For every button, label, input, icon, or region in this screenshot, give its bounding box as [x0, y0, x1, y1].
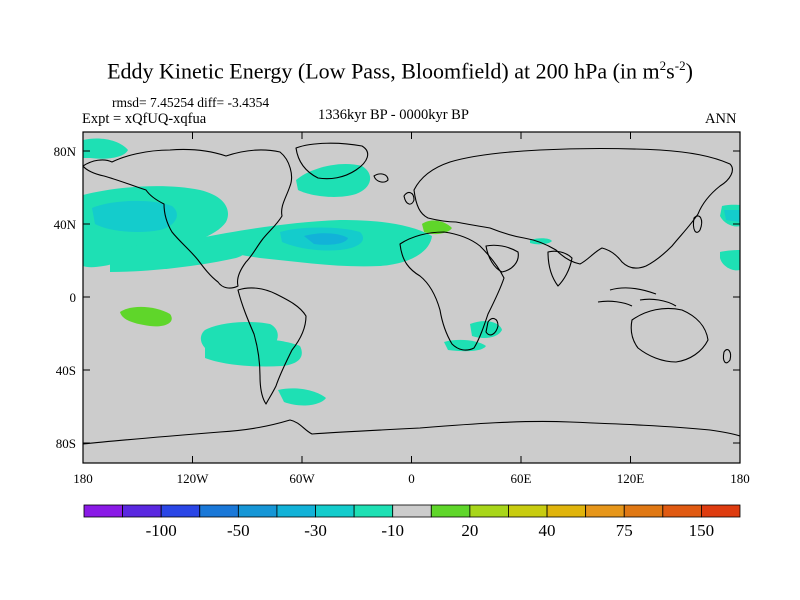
colorbar-box: [276, 504, 316, 518]
indonesia-coast: [597, 287, 677, 307]
coastlines: [82, 142, 741, 445]
new-zealand-coast: [722, 349, 732, 364]
eurasia-coast: [413, 147, 733, 269]
australia-coast: [630, 307, 709, 363]
colorbar-box: [430, 504, 471, 518]
colorbar-label: 75: [616, 521, 633, 540]
colorbar-box: [160, 504, 201, 518]
greenland-coast: [295, 142, 369, 180]
colorbar-box: [199, 504, 239, 518]
lat-label-eq: 0: [70, 290, 77, 305]
map-title: Eddy Kinetic Energy (Low Pass, Bloomfiel…: [107, 58, 693, 84]
lon-label-60w: 60W: [289, 471, 315, 486]
atlantic-blue-core: [304, 233, 348, 245]
colorbar-box: [315, 504, 355, 518]
colorbar: -100 -50 -30 -10 20 40 75 150: [83, 504, 741, 540]
colorbar-box: [237, 504, 278, 518]
central-pacific-band: [110, 238, 247, 272]
india-coast: [547, 250, 573, 287]
colorbar-box: [353, 504, 394, 518]
strong-negative-regions: [304, 233, 348, 245]
lon-label-0: 0: [408, 471, 415, 486]
colorbar-label: -100: [146, 521, 177, 540]
colorbar-label: 20: [461, 521, 478, 540]
colorbar-box: [392, 504, 432, 518]
lon-ticks: [82, 132, 741, 463]
colorbar-box: [701, 504, 741, 518]
colorbar-box: [546, 504, 587, 518]
positive-regions: [120, 220, 452, 327]
colorbar-label: 150: [689, 521, 715, 540]
period-label: 1336kyr BP - 0000kyr BP: [318, 107, 469, 123]
lat-label-40n: 40N: [54, 217, 77, 232]
lat-label-80s: 80S: [56, 436, 76, 451]
north-america-coast: [82, 148, 293, 289]
colorbar-box: [662, 504, 702, 518]
tropical-pacific-positive: [120, 306, 172, 327]
antarctica-coast: [82, 419, 741, 445]
africa-coast: [399, 231, 505, 351]
colorbar-box: [122, 504, 162, 518]
colorbar-box: [623, 504, 664, 518]
season-label: ANN: [705, 111, 737, 127]
south-africa-patch: [444, 339, 486, 352]
drake-passage-patch: [278, 388, 326, 406]
west-pacific-core: [724, 210, 740, 222]
arabia-coast: [485, 244, 519, 273]
east-pacific-patch: [720, 250, 740, 271]
colorbar-box: [585, 504, 625, 518]
colorbar-box: [469, 504, 509, 518]
iceland-coast: [373, 173, 389, 183]
lon-label-120w: 120W: [177, 471, 210, 486]
lat-label-40s: 40S: [56, 363, 76, 378]
arabian-patch: [530, 238, 552, 245]
lon-label-180w: 180: [73, 471, 93, 486]
south-atlantic-band: [205, 338, 302, 367]
experiment-label: Expt = xQfUQ-xqfua: [82, 111, 207, 127]
uk-coast: [403, 191, 415, 205]
pacific-russia-patch: [83, 138, 128, 159]
colorbar-box: [83, 504, 123, 518]
colorbar-label: -10: [381, 521, 404, 540]
mediterranean-positive: [422, 220, 452, 235]
colorbar-label: -50: [227, 521, 250, 540]
lat-label-80n: 80N: [54, 144, 77, 159]
colorbar-label: -30: [304, 521, 327, 540]
north-pacific-core: [92, 200, 177, 232]
madagascar-coast: [485, 317, 499, 336]
map-background: [83, 132, 740, 463]
stats-text: rmsd= 7.45254 diff= -3.4354: [112, 95, 270, 110]
south-america-coast: [237, 287, 307, 405]
lat-ticks: [83, 150, 740, 444]
japan-coast: [692, 215, 703, 233]
lon-label-60e: 60E: [511, 471, 532, 486]
colorbar-label: 40: [539, 521, 556, 540]
lon-label-120e: 120E: [617, 471, 645, 486]
lon-label-180e: 180: [730, 471, 750, 486]
colorbar-box: [508, 504, 548, 518]
